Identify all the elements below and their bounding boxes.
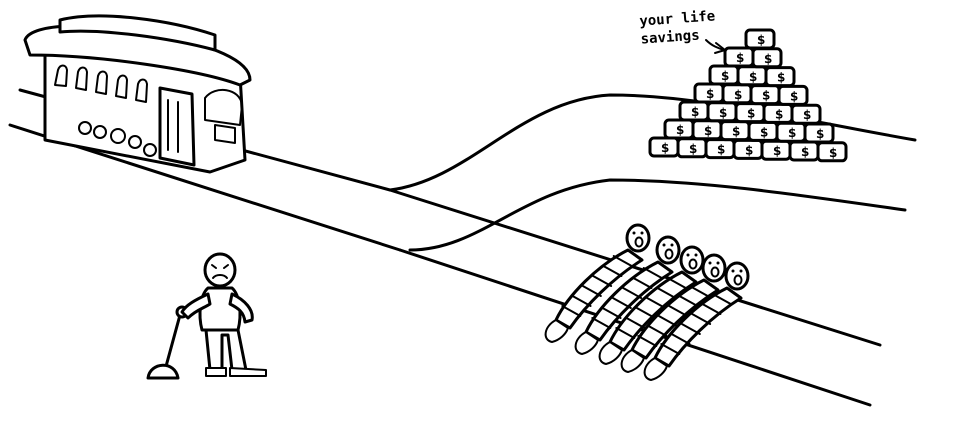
dollar-icon: $ <box>829 146 837 160</box>
dollar-icon: $ <box>721 69 729 83</box>
dollar-icon: $ <box>719 106 727 120</box>
tied-people-icon <box>544 223 750 381</box>
tied-person <box>598 245 705 365</box>
dollar-icon: $ <box>749 70 757 84</box>
money-block <box>790 103 822 125</box>
tied-person <box>544 223 651 343</box>
tied-person <box>643 261 750 381</box>
dollar-icon: $ <box>760 125 768 139</box>
dollar-icon: $ <box>788 126 796 140</box>
money-block <box>816 141 848 163</box>
lever-stick <box>163 313 182 372</box>
tied-person <box>620 253 727 373</box>
dollar-icon: $ <box>736 51 744 65</box>
dollar-icon: $ <box>747 107 755 121</box>
dollar-icon: $ <box>745 143 753 157</box>
track-lower-branch-top <box>388 188 882 347</box>
dollar-icon: $ <box>764 52 772 66</box>
money-block <box>777 84 809 106</box>
dollar-icon: $ <box>706 87 714 101</box>
money-block <box>744 28 776 50</box>
dollar-icon: $ <box>661 141 669 155</box>
dollar-icon: $ <box>803 108 811 122</box>
dollar-icon: $ <box>732 125 740 139</box>
money-stack-icon: $ $ $ $ $ $ $ $ $ $ $ $ $ $ $ $ $ $ $ $ $ $ $ $ $ $ $ $ <box>648 28 848 163</box>
trolley-door <box>158 86 196 167</box>
dollar-icon: $ <box>775 107 783 121</box>
dollar-icon: $ <box>790 89 798 103</box>
dollar-icon: $ <box>691 105 699 119</box>
person-icon <box>180 252 267 377</box>
dollar-icon: $ <box>717 143 725 157</box>
dollar-icon: $ <box>704 124 712 138</box>
dollar-icon: $ <box>734 88 742 102</box>
trolley-icon <box>23 14 252 174</box>
lever-base <box>146 363 180 380</box>
money-block <box>803 122 835 144</box>
money-block <box>764 66 796 88</box>
trolley-roof-top <box>58 14 217 52</box>
dollar-icon: $ <box>762 89 770 103</box>
dollar-icon: $ <box>676 123 684 137</box>
dollar-icon: $ <box>816 127 824 141</box>
track-upper-branch-bottom <box>408 178 907 252</box>
tied-person <box>574 235 681 355</box>
dollar-icon: $ <box>801 145 809 159</box>
dollar-icon: $ <box>689 142 697 156</box>
dollar-icon: $ <box>757 33 765 47</box>
dollar-icon: $ <box>777 71 785 85</box>
dollar-icon: $ <box>773 144 781 158</box>
